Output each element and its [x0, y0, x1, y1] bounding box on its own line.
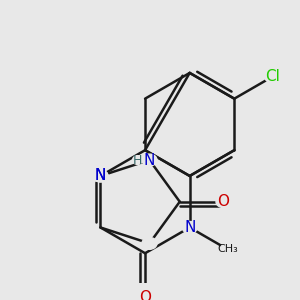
- Text: H: H: [133, 154, 142, 166]
- Text: Cl: Cl: [265, 69, 280, 84]
- Ellipse shape: [93, 170, 108, 182]
- Ellipse shape: [137, 291, 153, 300]
- Ellipse shape: [216, 196, 231, 208]
- Text: O: O: [139, 290, 151, 300]
- Ellipse shape: [182, 221, 197, 233]
- Text: N: N: [95, 169, 106, 184]
- Text: N: N: [184, 220, 195, 235]
- Ellipse shape: [142, 154, 157, 166]
- Ellipse shape: [220, 243, 235, 255]
- Ellipse shape: [142, 237, 157, 249]
- Text: N: N: [144, 152, 155, 167]
- Ellipse shape: [133, 156, 142, 164]
- Text: CH₃: CH₃: [217, 244, 238, 254]
- Text: N: N: [95, 169, 106, 184]
- Ellipse shape: [93, 170, 108, 182]
- Text: O: O: [218, 194, 230, 209]
- Ellipse shape: [265, 71, 280, 83]
